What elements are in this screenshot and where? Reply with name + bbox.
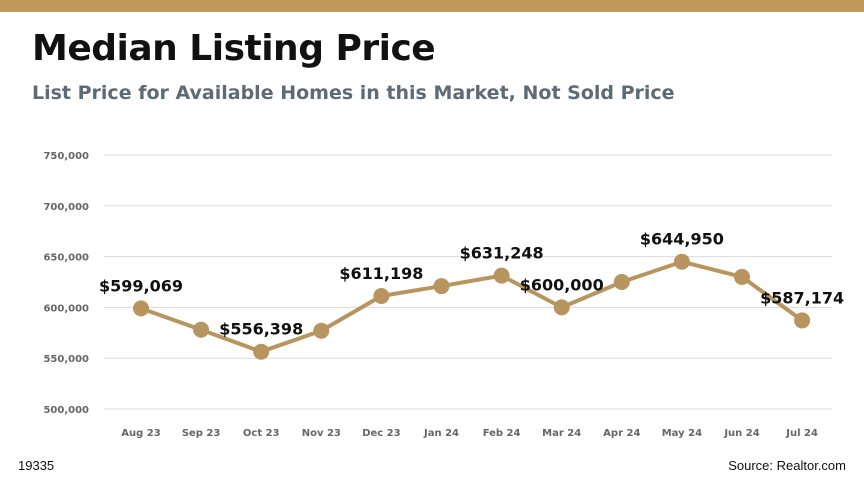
y-tick-label: 750,000 [43,151,89,162]
data-point [553,299,570,316]
data-point [313,322,330,339]
data-label: $600,000 [520,275,604,294]
x-tick-label: Feb 24 [483,428,521,439]
chart-subtitle: List Price for Available Homes in this M… [32,82,675,104]
y-tick-label: 650,000 [43,253,89,264]
x-tick-label: Apr 24 [603,428,640,439]
data-label: $631,248 [460,244,544,263]
data-point [373,288,390,305]
x-tick-label: Jan 24 [423,428,459,439]
x-tick-label: Nov 23 [302,428,341,439]
data-point [193,321,210,338]
y-tick-label: 700,000 [43,202,89,213]
x-tick-label: May 24 [662,428,702,439]
data-point [613,274,630,290]
data-point [734,268,750,285]
data-label: $556,398 [219,320,303,339]
y-tick-label: 600,000 [43,303,89,314]
data-label: $644,950 [640,230,724,249]
data-label: $587,174 [760,288,844,307]
chart-title: Median Listing Price [32,28,436,69]
series-line [139,259,805,354]
data-point [493,267,510,284]
top-accent-bar [0,0,864,12]
x-tick-label: Sep 23 [182,428,221,439]
y-tick-label: 500,000 [43,405,89,416]
data-label: $611,198 [339,264,423,283]
data-point [433,278,450,295]
x-tick-label: Mar 24 [542,428,581,439]
x-tick-label: Aug 23 [121,428,160,439]
x-tick-label: Jul 24 [785,428,818,439]
x-tick-label: Jun 24 [723,428,759,439]
data-point [253,343,270,360]
data-point [673,253,690,270]
y-tick-label: 550,000 [43,354,89,365]
source-note: Source: Realtor.com [728,458,846,473]
data-label: $599,069 [99,276,183,295]
data-point [794,312,811,329]
market-code: 19335 [18,458,55,473]
x-tick-label: Oct 23 [243,428,280,439]
x-tick-label: Dec 23 [362,428,400,439]
data-point [133,300,149,317]
